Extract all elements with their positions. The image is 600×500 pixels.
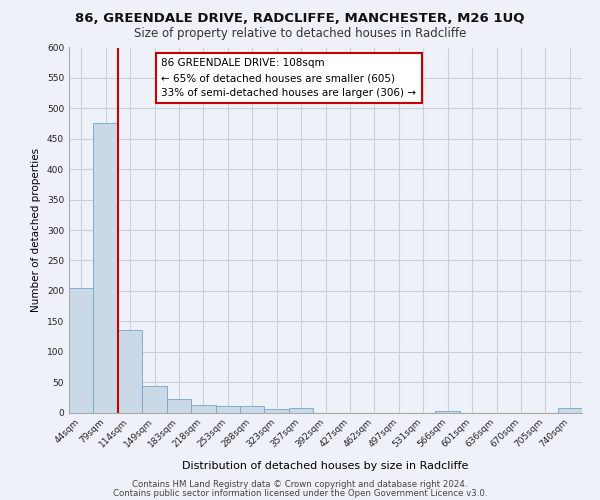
Text: Contains public sector information licensed under the Open Government Licence v3: Contains public sector information licen… — [113, 488, 487, 498]
Bar — [215, 406, 240, 412]
Bar — [240, 406, 265, 412]
Text: 86 GREENDALE DRIVE: 108sqm
← 65% of detached houses are smaller (605)
33% of sem: 86 GREENDALE DRIVE: 108sqm ← 65% of deta… — [161, 58, 416, 98]
Bar — [94, 123, 118, 412]
Text: Size of property relative to detached houses in Radcliffe: Size of property relative to detached ho… — [134, 28, 466, 40]
Text: Contains HM Land Registry data © Crown copyright and database right 2024.: Contains HM Land Registry data © Crown c… — [132, 480, 468, 489]
Bar — [557, 408, 582, 412]
Text: 86, GREENDALE DRIVE, RADCLIFFE, MANCHESTER, M26 1UQ: 86, GREENDALE DRIVE, RADCLIFFE, MANCHEST… — [75, 12, 525, 26]
X-axis label: Distribution of detached houses by size in Radcliffe: Distribution of detached houses by size … — [182, 460, 469, 470]
Bar — [191, 404, 215, 412]
Bar — [69, 288, 94, 412]
Bar — [167, 398, 191, 412]
Bar — [436, 410, 460, 412]
Bar — [265, 410, 289, 412]
Bar — [118, 330, 142, 412]
Bar — [142, 386, 167, 412]
Y-axis label: Number of detached properties: Number of detached properties — [31, 148, 41, 312]
Bar — [289, 408, 313, 412]
